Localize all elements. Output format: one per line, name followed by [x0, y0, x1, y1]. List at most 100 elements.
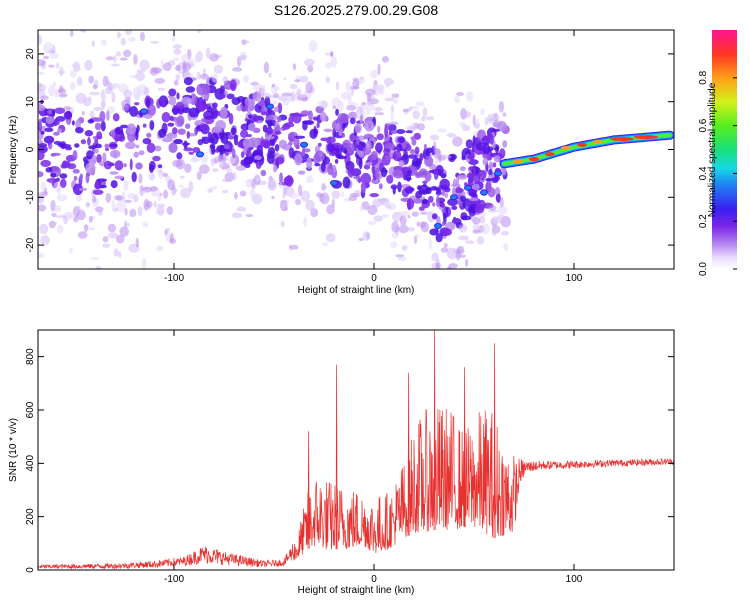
spectrogram-blob	[347, 92, 352, 104]
spectrogram-blob	[56, 128, 63, 133]
spectrogram-blob	[78, 187, 88, 191]
spectrogram-blob	[319, 192, 330, 205]
spectrogram-blob	[234, 191, 238, 200]
spectrogram-blob	[399, 210, 411, 217]
spectrogram-blob	[380, 167, 388, 178]
spectrogram-blob	[111, 199, 116, 210]
spectrogram-blob	[392, 150, 402, 162]
spectrogram-blob	[471, 183, 480, 191]
spectrogram-blob	[186, 131, 191, 139]
spectrogram-blob	[113, 248, 119, 257]
spectrogram-xtick-label: -100	[164, 273, 184, 284]
spectrogram-blob	[412, 198, 423, 204]
spectrogram-blob	[136, 124, 140, 133]
spectrogram-xlabel: Height of straight line (km)	[298, 285, 415, 296]
spectrogram-blob	[57, 185, 61, 196]
spectrogram-blob	[232, 148, 236, 159]
spectrogram-blob	[129, 75, 140, 79]
spectrogram-blob	[275, 156, 285, 165]
spectrogram-blob	[419, 211, 429, 215]
spectrogram-blob	[273, 93, 280, 99]
spectrogram-blob	[348, 111, 358, 120]
spectrogram-blob	[362, 231, 371, 241]
spectrogram-blob	[56, 194, 68, 202]
spectrogram-blob	[173, 138, 183, 145]
spectrogram-blob	[188, 180, 194, 193]
spectrogram-blob	[458, 224, 468, 233]
spectrogram-xtick-label: 0	[371, 273, 377, 284]
spectrogram-blob	[390, 111, 394, 123]
spectrogram-blob	[159, 0, 165, 3]
spectrogram-blob	[94, 182, 100, 190]
spectrogram-hotspot	[196, 151, 204, 158]
spectrogram-blob	[133, 151, 139, 158]
spectrogram-blob	[451, 205, 458, 211]
spectrogram-blob	[482, 154, 490, 159]
spectrogram-blob	[405, 130, 413, 134]
spectrogram-blob	[432, 202, 436, 207]
spectrogram-blob	[305, 199, 315, 211]
spectrogram-blob	[245, 214, 254, 218]
spectrogram-blob	[127, 192, 136, 199]
spectrogram-blob	[103, 160, 112, 170]
spectrogram-blob	[480, 108, 485, 116]
spectrogram-blob	[84, 59, 93, 71]
spectrogram-blob	[222, 76, 229, 84]
spectrogram-blob	[365, 141, 372, 151]
spectrogram-blob	[75, 194, 83, 202]
spectrogram-blob	[165, 228, 171, 232]
spectrogram-blob	[105, 56, 114, 61]
spectrogram-blob	[38, 59, 46, 67]
spectrogram-blob	[169, 232, 174, 243]
spectrogram-blob	[349, 192, 360, 198]
spectrogram-blob	[266, 153, 275, 164]
spectrogram-blob	[418, 184, 430, 194]
spectrogram-blob	[465, 258, 469, 267]
spectrogram-blob	[156, 245, 164, 252]
spectrogram-blob	[85, 201, 90, 209]
spectrogram-blob	[320, 161, 326, 173]
spectrogram-blob	[240, 159, 249, 166]
spectrogram-blob	[260, 138, 270, 148]
spectrogram-blob	[209, 132, 219, 145]
spectrogram-blob	[274, 86, 280, 92]
spectrogram-blob	[128, 37, 136, 42]
spectrogram-blob	[398, 225, 409, 234]
spectrogram-blob	[231, 212, 243, 219]
spectrogram-blob	[50, 172, 57, 178]
spectrogram-blob	[424, 170, 432, 182]
spectrogram-blob	[429, 228, 439, 236]
spectrogram-blob	[93, 106, 104, 112]
spectrogram-blob	[460, 215, 472, 221]
spectrogram-blob	[397, 256, 407, 262]
spectrogram-blob	[487, 181, 491, 192]
spectrogram-blob	[390, 129, 398, 135]
spectrogram-blob	[369, 192, 379, 198]
spectrogram-blob	[199, 73, 209, 80]
spectrogram-blob	[199, 123, 207, 131]
spectrogram-blob	[491, 216, 500, 223]
spectrogram-blob	[327, 163, 334, 176]
spectrogram-blob	[366, 92, 372, 102]
spectrogram-blob	[493, 155, 501, 163]
spectrogram-blob	[38, 34, 43, 45]
spectrogram-blob	[116, 31, 122, 39]
spectrogram-blob	[85, 162, 96, 174]
spectrogram-blob	[176, 92, 180, 100]
spectrogram-hotspot	[266, 103, 274, 110]
spectrogram-blob	[240, 151, 245, 158]
snr-xlabel: Height of straight line (km)	[298, 585, 415, 596]
spectrogram-blob	[135, 237, 140, 248]
spectrogram-blob	[100, 120, 106, 132]
spectrogram-blob	[175, 73, 181, 81]
spectrogram-blob	[93, 148, 99, 154]
spectrogram-blob	[38, 71, 45, 76]
spectrogram-blob	[43, 42, 54, 54]
colorbar-tick-label: 0.4	[698, 166, 709, 180]
spectrogram-blob	[72, 183, 84, 195]
spectrogram-blob	[96, 153, 102, 164]
spectrogram-blob	[357, 178, 362, 184]
spectrogram-blob	[100, 39, 107, 46]
spectrogram-blob	[209, 157, 215, 167]
spectrogram-blob	[154, 145, 162, 152]
